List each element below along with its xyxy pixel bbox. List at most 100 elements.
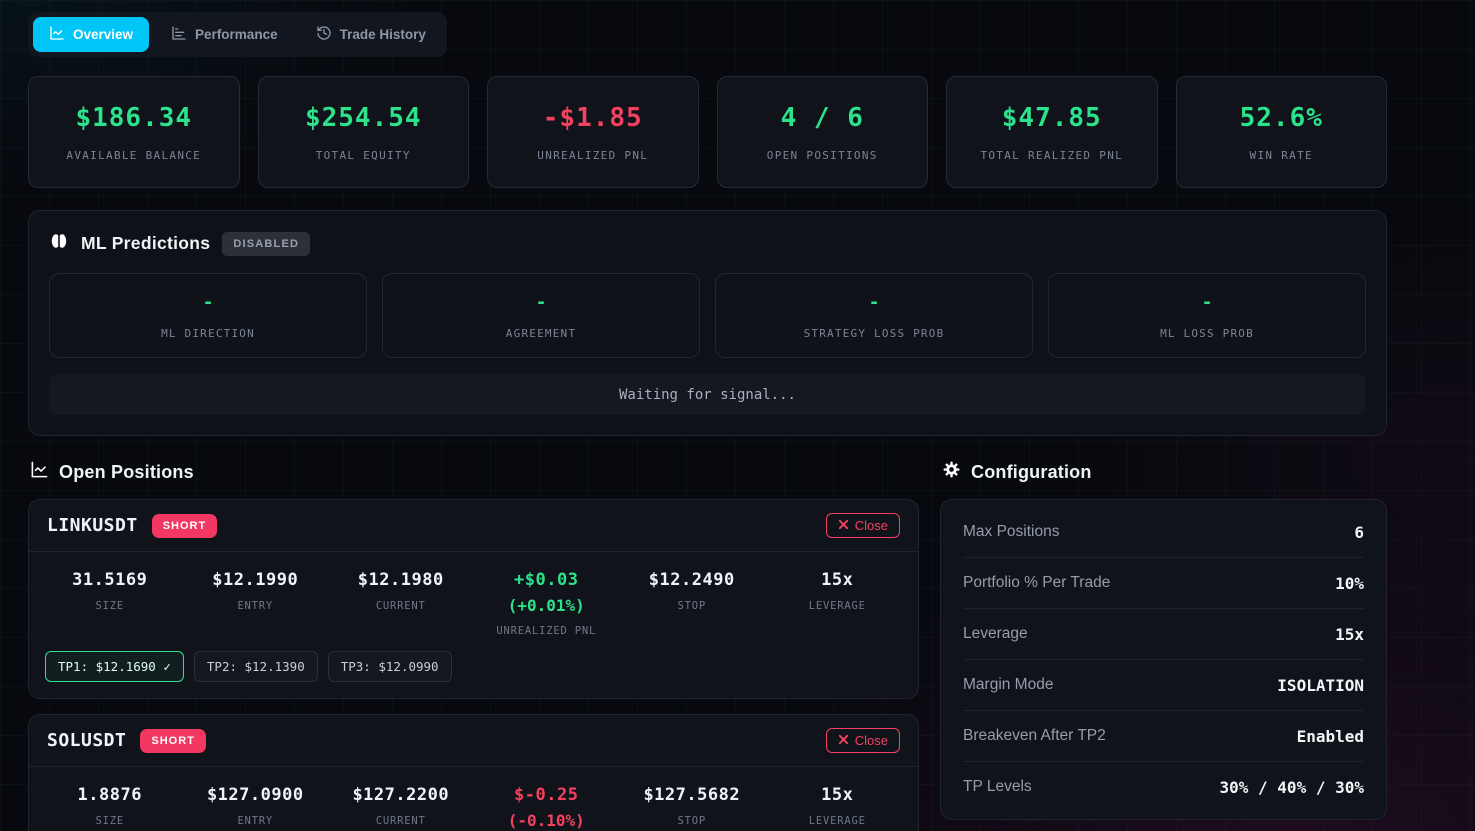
tp2-chip: TP2: $12.1390 [193,651,318,682]
configuration-card: Max Positions 6 Portfolio % Per Trade 10… [940,499,1387,820]
tab-trade-history[interactable]: Trade History [300,17,442,52]
stat-value: 4 / 6 [780,102,864,133]
pnl-value: +$0.03 [514,570,579,590]
leverage-value: 15x [821,785,854,805]
ml-predictions-title: ML Predictions [81,233,211,253]
ml-card-agreement: - AGREEMENT [382,273,700,358]
position-current: $12.1980 CURRENT [328,570,474,612]
tab-bar: Overview Performance Trade History [28,12,447,57]
tab-performance-label: Performance [195,27,278,42]
stat-unrealized-pnl: -$1.85 UNREALIZED PNL [487,76,699,188]
pnl-label: UNREALIZED PNL [496,625,597,637]
position-size: 1.8876 SIZE [37,785,183,827]
stop-value: $12.2490 [648,570,735,590]
bar-chart-icon [171,25,187,44]
ml-card-strategy-loss-prob: - STRATEGY LOSS PROB [715,273,1033,358]
ml-card-label: ML DIRECTION [161,326,255,340]
leverage-label: LEVERAGE [808,815,866,827]
position-entry: $12.1990 ENTRY [183,570,329,612]
signal-status-bar: Waiting for signal... [49,374,1366,415]
stat-label: TOTAL REALIZED PNL [980,148,1124,162]
stat-label: AVAILABLE BALANCE [66,148,202,162]
ml-card-value: - [202,291,214,313]
config-row-breakeven-after-tp2: Breakeven After TP2 Enabled [963,711,1364,762]
tab-trade-history-label: Trade History [339,27,426,42]
stat-label: OPEN POSITIONS [766,148,878,162]
config-row-leverage: Leverage 15x [963,609,1364,660]
ml-card-label: AGREEMENT [505,326,577,340]
position-leverage: 15x LEVERAGE [765,570,911,612]
open-positions-section: Open Positions LINKUSDT SHORT Close [28,460,919,831]
stat-label: UNREALIZED PNL [537,148,649,162]
stat-label: WIN RATE [1249,148,1313,162]
tab-overview[interactable]: Overview [33,17,150,52]
config-label: Max Positions [963,523,1060,540]
stat-value: $254.54 [304,102,422,133]
size-value: 31.5169 [72,570,148,590]
config-label: Portfolio % Per Trade [963,574,1111,591]
stat-total-realized-pnl: $47.85 TOTAL REALIZED PNL [946,76,1158,188]
brain-icon [49,231,69,256]
stat-value: -$1.85 [542,102,643,133]
config-value: ISOLATION [1277,675,1364,695]
position-entry: $127.0900 ENTRY [183,785,329,827]
open-positions-title: Open Positions [59,461,194,482]
stat-label: TOTAL EQUITY [315,148,411,162]
stat-value: $186.34 [75,102,193,133]
close-icon [838,518,849,533]
size-label: SIZE [95,600,124,612]
current-label: CURRENT [375,600,426,612]
ml-card-value: - [868,291,880,313]
entry-value: $12.1990 [212,570,299,590]
history-icon [316,25,332,44]
config-label: Breakeven After TP2 [963,727,1106,744]
tab-overview-label: Overview [73,27,134,42]
position-card-solusdt: SOLUSDT SHORT Close 1.8876 SIZE [28,714,919,831]
stat-total-equity: $254.54 TOTAL EQUITY [257,76,469,188]
ml-card-value: - [535,291,547,313]
tp3-chip: TP3: $12.0990 [327,651,452,682]
position-unrealized-pnl: +$0.03 (+0.01%) UNREALIZED PNL [474,570,620,637]
stats-row: $186.34 AVAILABLE BALANCE $254.54 TOTAL … [28,76,1387,188]
short-badge: SHORT [140,728,206,753]
position-symbol: LINKUSDT [47,515,138,536]
stat-value: 52.6% [1239,102,1323,133]
line-chart-icon [49,25,65,44]
position-leverage: 15x LEVERAGE [765,785,911,827]
stat-value: $47.85 [1001,102,1102,133]
tp-levels-row: TP1: $12.1690 ✓ TP2: $12.1390 TP3: $12.0… [29,643,918,698]
dashboard: Overview Performance Trade History $186.… [28,0,1387,831]
ml-predictions-header: ML Predictions DISABLED [49,231,1366,256]
configuration-section: Configuration Max Positions 6 Portfolio … [940,460,1387,831]
config-value: 15x [1335,624,1364,644]
line-chart-icon [30,460,49,484]
position-symbol: SOLUSDT [47,730,127,751]
close-position-button[interactable]: Close [825,728,900,753]
ml-card-direction: - ML DIRECTION [49,273,367,358]
gear-icon [942,460,961,484]
entry-label: ENTRY [237,815,274,827]
entry-label: ENTRY [237,600,274,612]
ml-card-ml-loss-prob: - ML LOSS PROB [1048,273,1366,358]
current-label: CURRENT [375,815,426,827]
config-label: Leverage [963,625,1028,642]
size-label: SIZE [95,815,124,827]
config-row-margin-mode: Margin Mode ISOLATION [963,660,1364,711]
config-value: 6 [1354,522,1364,542]
stop-label: STOP [677,815,706,827]
close-icon [838,733,849,748]
stop-value: $127.5682 [643,785,741,805]
position-card-linkusdt: LINKUSDT SHORT Close 31.5169 SIZE [28,499,919,699]
ml-card-label: STRATEGY LOSS PROB [803,326,945,340]
ml-predictions-panel: ML Predictions DISABLED - ML DIRECTION -… [28,210,1387,436]
size-value: 1.8876 [77,785,142,805]
ml-card-label: ML LOSS PROB [1160,326,1254,340]
tab-performance[interactable]: Performance [155,17,294,52]
ml-disabled-badge: DISABLED [222,231,311,256]
position-current: $127.2200 CURRENT [328,785,474,827]
config-label: TP Levels [963,778,1032,795]
short-badge: SHORT [151,513,218,538]
close-button-label: Close [854,733,888,748]
config-value: 10% [1335,573,1364,593]
close-position-button[interactable]: Close [825,513,900,538]
